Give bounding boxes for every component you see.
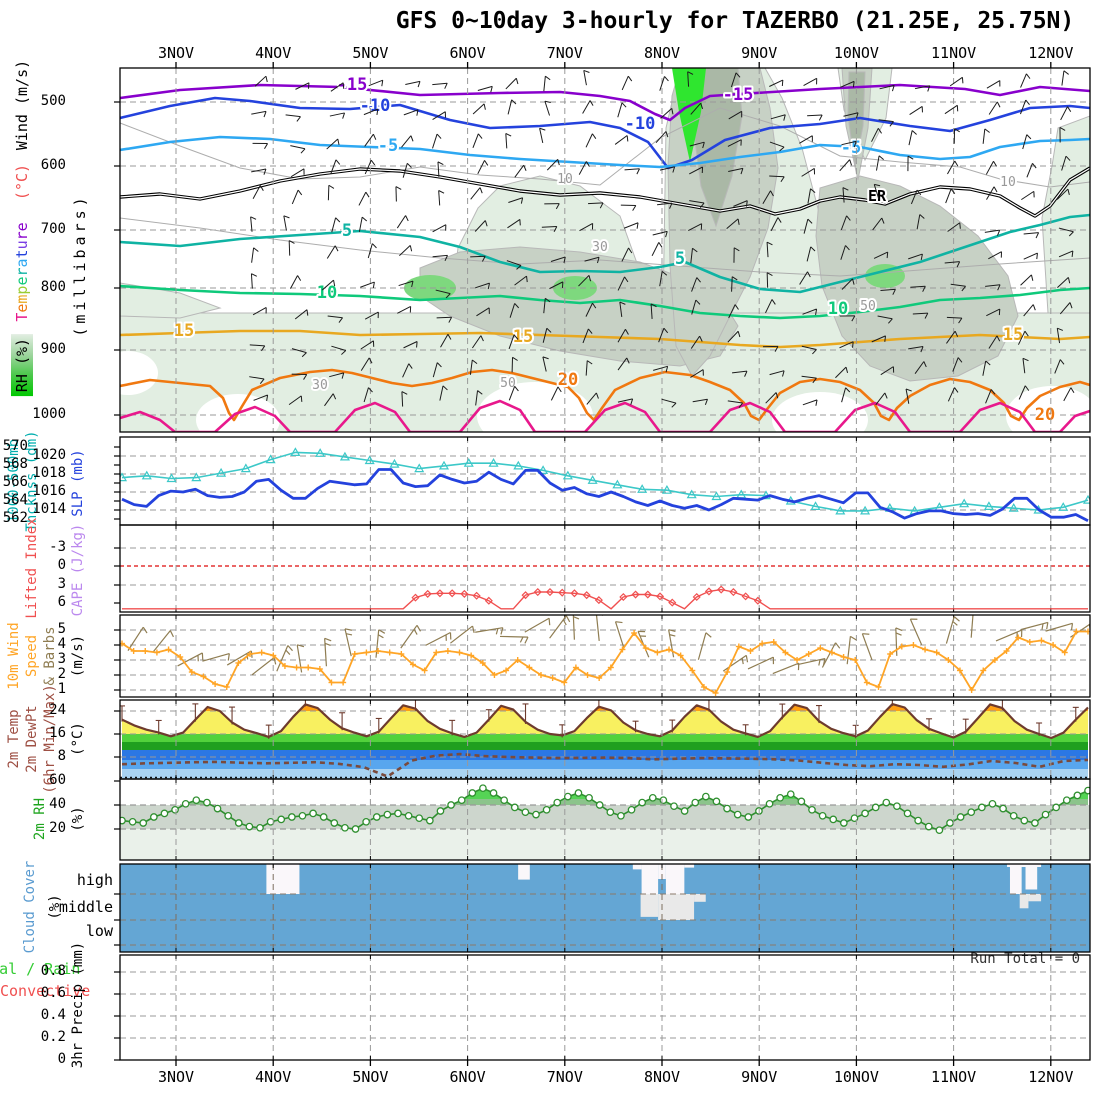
- tick-label: 5: [57, 621, 66, 637]
- tick-label: 900: [40, 341, 66, 357]
- tick-label: 8NOV: [643, 44, 681, 62]
- svg-text:15: 15: [1003, 325, 1023, 345]
- tick-label: 0: [57, 1051, 66, 1067]
- tick-label: 3NOV: [157, 1068, 195, 1086]
- tick-label: 566: [2, 474, 28, 490]
- tick-label: 11NOV: [931, 44, 977, 62]
- tick-label: 1014: [32, 501, 66, 517]
- tick-label: 9NOV: [741, 44, 778, 62]
- svg-text:10: 10: [828, 299, 848, 319]
- svg-text:50: 50: [500, 376, 516, 391]
- tick-label: 4: [57, 636, 66, 652]
- tick-label: 0.2: [40, 1029, 66, 1045]
- svg-text:-15: -15: [337, 75, 368, 95]
- tick-label: 4NOV: [255, 44, 292, 62]
- tick-label: 0.4: [40, 1007, 66, 1023]
- tick-label: 2: [57, 666, 66, 682]
- tick-label: 1016: [32, 483, 66, 499]
- svg-text:10: 10: [1000, 175, 1016, 190]
- tick-label: 10NOV: [833, 1068, 879, 1086]
- tick-label: 600: [40, 157, 66, 173]
- svg-text:-10: -10: [360, 96, 391, 116]
- tick-label: 60: [49, 772, 66, 788]
- tick-label: 1000: [32, 406, 66, 422]
- tick-label: 24: [49, 702, 66, 718]
- tick-label: 564: [2, 492, 28, 508]
- tick-label: 16: [49, 725, 66, 741]
- tick-label: 40: [49, 796, 66, 812]
- svg-text:15: 15: [174, 321, 194, 341]
- svg-text:20: 20: [1035, 405, 1055, 425]
- tick-label: 568: [2, 456, 28, 472]
- svg-text:10: 10: [317, 283, 337, 303]
- tick-label: 12NOV: [1028, 1068, 1074, 1086]
- tick-label: 10NOV: [833, 44, 879, 62]
- tick-label: 3: [57, 651, 66, 667]
- tick-label: 6NOV: [449, 44, 486, 62]
- tick-label: 8NOV: [643, 1068, 681, 1086]
- cloud-band-middle-label: middle: [58, 898, 113, 916]
- tick-label: 1020: [32, 447, 66, 463]
- tick-label: 570: [2, 438, 28, 454]
- svg-text:-10: -10: [625, 114, 656, 134]
- tick-label: 9NOV: [741, 1068, 778, 1086]
- svg-text:30: 30: [312, 378, 328, 393]
- tick-label: 3: [57, 576, 66, 592]
- tick-label: 5NOV: [352, 44, 389, 62]
- tick-label: 0: [57, 557, 66, 573]
- total-rain-label: Total / Rain: [0, 960, 81, 978]
- tick-label: 6: [57, 594, 66, 610]
- tick-label: 1: [57, 681, 66, 697]
- tick-label: 3NOV: [157, 44, 195, 62]
- tick-label: 7NOV: [546, 1068, 583, 1086]
- svg-text:5: 5: [675, 249, 685, 269]
- tick-label: 4NOV: [255, 1068, 292, 1086]
- svg-text:15: 15: [513, 327, 533, 347]
- convective-label: Convective: [0, 982, 91, 1000]
- tick-label: 0.6: [40, 985, 66, 1001]
- tick-label: 12NOV: [1028, 44, 1074, 62]
- tick-label: 7NOV: [546, 44, 583, 62]
- tick-label: 20: [49, 820, 66, 836]
- svg-text:20: 20: [558, 370, 578, 390]
- tick-label: 700: [40, 221, 66, 237]
- cloud-band-high-label: high: [76, 871, 113, 889]
- tick-label: -3: [49, 539, 66, 555]
- svg-text:-5: -5: [378, 136, 398, 156]
- tick-label: 5NOV: [352, 1068, 389, 1086]
- svg-text:30: 30: [592, 240, 608, 255]
- tick-label: 6NOV: [449, 1068, 486, 1086]
- svg-text:-15: -15: [723, 85, 754, 105]
- tick-label: 11NOV: [931, 1068, 977, 1086]
- svg-text:50: 50: [860, 299, 876, 314]
- page-title: GFS 0~10day 3-hourly for TAZERBO (21.25E…: [395, 8, 1075, 34]
- cloud-band-low-label: low: [85, 922, 113, 940]
- svg-text:5: 5: [342, 221, 352, 241]
- tick-label: 500: [40, 93, 66, 109]
- tick-label: 8: [57, 748, 66, 764]
- svg-text:-5: -5: [841, 138, 861, 158]
- tick-label: 800: [40, 279, 66, 295]
- tick-label: 0.8: [40, 963, 66, 979]
- tick-label: 562: [2, 510, 28, 526]
- tick-label: 1018: [32, 465, 66, 481]
